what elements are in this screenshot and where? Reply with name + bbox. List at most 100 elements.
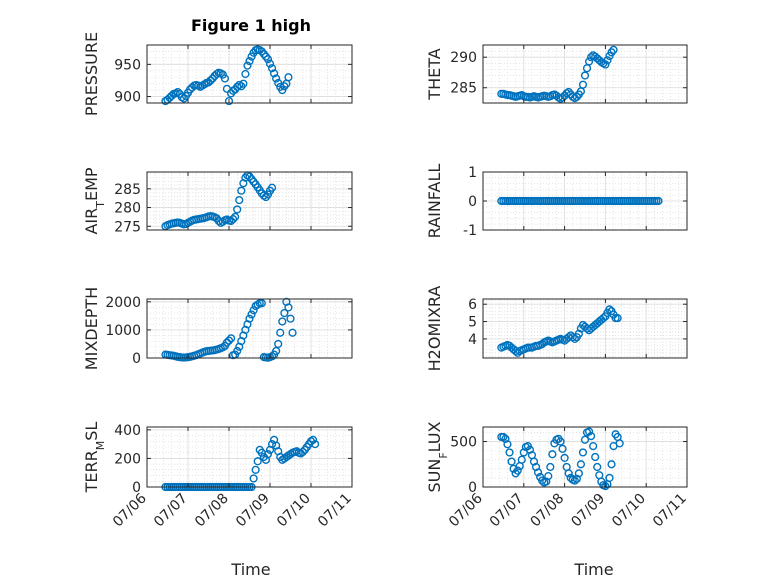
data-point <box>251 465 260 474</box>
data-point <box>538 476 547 485</box>
data-point <box>513 348 522 357</box>
data-point <box>241 69 250 79</box>
data-point <box>278 317 287 326</box>
data-point <box>587 431 596 441</box>
data-point <box>218 343 227 352</box>
data-point <box>499 432 508 442</box>
data-point <box>265 59 275 68</box>
axes-frame <box>482 44 688 104</box>
data-point <box>226 216 236 226</box>
data-point <box>580 71 590 80</box>
data-point <box>257 299 266 308</box>
data-point <box>298 447 307 457</box>
data-point <box>249 306 258 315</box>
data-point <box>288 328 297 337</box>
data-point <box>284 73 293 82</box>
y-tick-label: -1 <box>463 223 477 239</box>
y-tick-label: 950 <box>114 57 141 73</box>
data-point <box>220 74 230 83</box>
subplot-h2omixra: 45 6 H2OMIXRA <box>425 286 688 372</box>
data-point <box>270 69 279 78</box>
y-axis-label: TERRMSL <box>82 422 107 494</box>
y-tick-label: 2000 <box>105 295 141 311</box>
data-point <box>311 440 320 449</box>
y-axis-label: AIRTEMP <box>82 167 107 234</box>
data-point <box>267 183 277 192</box>
data-point <box>605 473 614 483</box>
data-point <box>603 56 612 65</box>
data-point <box>593 462 602 472</box>
data-point <box>245 57 254 66</box>
subplot-pressure: 900 950 PRESSURE <box>82 32 353 116</box>
data-point <box>574 329 583 338</box>
data-point <box>558 93 567 102</box>
data-point <box>274 339 283 349</box>
x-axis-label-left: Time <box>230 560 270 579</box>
axes-background <box>147 427 352 487</box>
axes-background <box>147 172 352 230</box>
data-point <box>233 205 242 214</box>
data-point <box>609 45 618 54</box>
figure-title: Figure 1 high <box>191 16 311 35</box>
y-tick-label: 275 <box>114 219 141 235</box>
axes-frame <box>146 426 353 488</box>
axes-background <box>147 299 352 358</box>
data-point <box>584 427 594 436</box>
y-tick-label: 0 <box>132 351 141 367</box>
y-tick-label: 0 <box>132 480 141 496</box>
subplot-rainfall: -1 0 1 RAINFALL <box>425 164 688 239</box>
data-point <box>572 92 581 101</box>
data-point <box>599 313 608 323</box>
data-point <box>517 455 526 464</box>
y-axis-label: RAINFALL <box>425 164 444 239</box>
axes-frame <box>146 44 353 104</box>
data-point <box>233 346 242 356</box>
subplot-air-temp: 275 280 285 AIRTEMP <box>82 167 353 235</box>
data-point <box>564 87 573 97</box>
y-tick-label: 1000 <box>105 323 141 339</box>
axes-frame <box>146 171 353 231</box>
data-point <box>272 346 281 356</box>
data-point <box>654 196 663 206</box>
axes-frame <box>482 426 688 488</box>
data-point <box>578 448 588 457</box>
data-point <box>584 57 594 66</box>
y-tick-label: 285 <box>114 182 141 198</box>
y-tick-label: 5 <box>468 315 477 331</box>
subplot-theta: 285 290 THETA <box>425 44 688 104</box>
y-tick-label: 900 <box>114 90 141 106</box>
x-axis-label-right: Time <box>573 560 613 579</box>
data-point <box>243 61 252 70</box>
y-axis-label: MIXDEPTH <box>82 287 101 370</box>
data-point <box>507 457 516 466</box>
data-point <box>263 450 273 459</box>
data-point <box>253 457 262 466</box>
data-point <box>544 471 553 481</box>
data-point <box>607 460 616 469</box>
data-point <box>173 87 182 97</box>
data-point <box>548 450 557 459</box>
data-point <box>560 453 569 463</box>
y-tick-label: 0 <box>468 194 477 210</box>
data-point <box>591 452 600 462</box>
data-point <box>568 333 577 342</box>
y-tick-label: 285 <box>450 81 477 97</box>
y-tick-label: 290 <box>450 50 477 66</box>
y-tick-label: 4 <box>468 332 477 348</box>
data-point <box>578 80 588 89</box>
data-point <box>206 76 215 85</box>
y-axis-label: H2OMIXRA <box>425 286 444 372</box>
data-point <box>556 437 565 446</box>
data-point <box>580 435 590 444</box>
data-point <box>574 469 583 478</box>
y-tick-label: 280 <box>114 201 141 217</box>
data-point <box>249 474 258 483</box>
data-point <box>613 313 622 323</box>
y-tick-label: 200 <box>114 451 141 467</box>
y-tick-label: 1 <box>468 165 477 181</box>
data-point <box>229 215 238 224</box>
data-point <box>564 469 573 478</box>
data-point <box>601 481 610 491</box>
